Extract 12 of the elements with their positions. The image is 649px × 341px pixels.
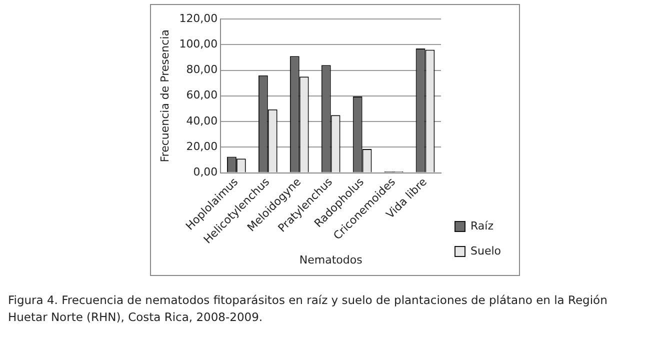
y-tick-label: 20,00 <box>186 140 218 153</box>
y-tick-label: 60,00 <box>186 88 218 102</box>
legend-label: Raíz <box>470 219 494 232</box>
legend-label: Suelo <box>470 244 502 258</box>
y-tick-label: 80,00 <box>186 63 218 76</box>
y-tick-label: 120,00 <box>179 12 218 25</box>
y-axis-title: Frecuencia de Presencia <box>158 30 172 162</box>
y-tick-label: 40,00 <box>186 114 218 128</box>
text: Figura 4. Frecuencia de nematodos fitoparásitos en raíz y suelo de plantaciones de plátano en la Región Huetar Norte (RHN), Costa Rica, 2008-2009. <box>8 292 608 326</box>
y-tick-label: 100,00 <box>179 37 218 50</box>
x-axis-title: Nematodos <box>299 253 363 266</box>
y-tick-label: 0,00 <box>193 166 218 179</box>
